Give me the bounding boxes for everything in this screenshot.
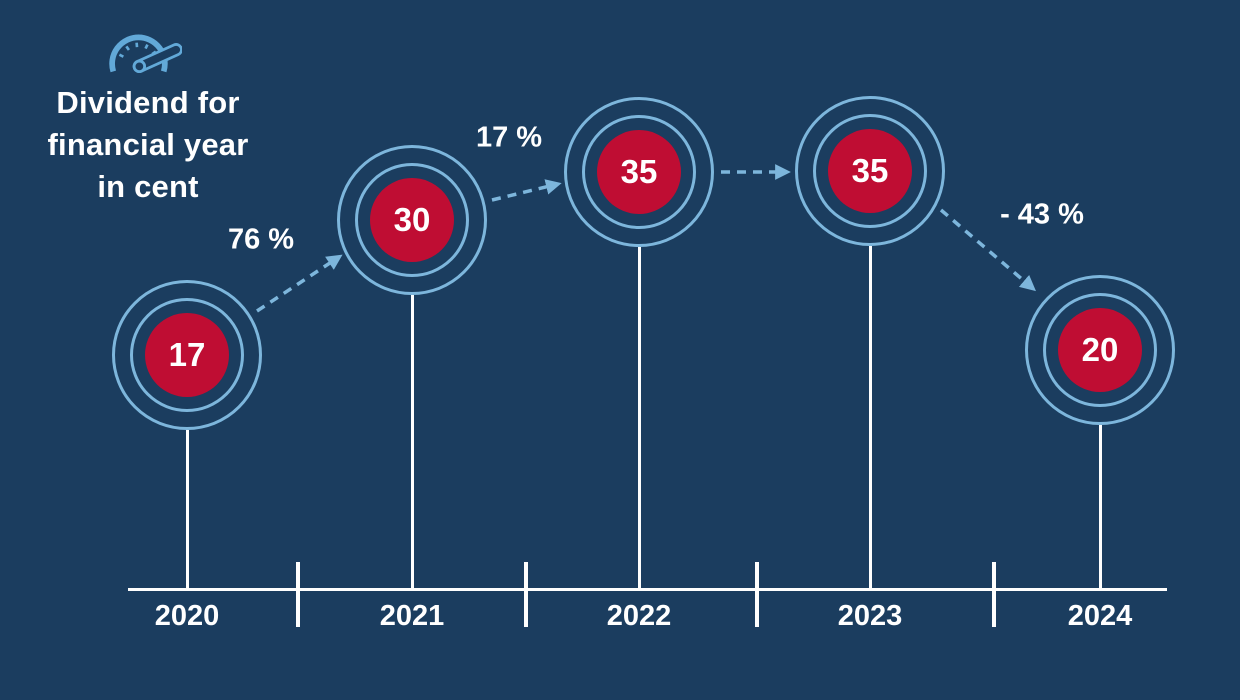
title-line-3: in cent	[97, 169, 199, 204]
stem-2024	[1098, 425, 1102, 590]
dividend-bubble-2020: 17	[112, 280, 262, 430]
change-label-2023-2024: - 43 %	[1000, 198, 1084, 231]
stem-2022	[637, 247, 641, 590]
stem-2021	[410, 295, 414, 590]
year-label-2023: 2023	[837, 600, 903, 632]
bubble-inner-ring: 20	[1043, 293, 1157, 407]
year-label-2022: 2022	[606, 600, 672, 632]
stem-2020	[185, 430, 189, 590]
dividend-bubble-2023: 35	[795, 96, 945, 246]
speedometer-icon	[109, 34, 182, 74]
axis-tick-1	[296, 562, 300, 627]
chart-title: Dividend for financial year in cent	[18, 82, 278, 208]
dividend-value-2022: 35	[597, 130, 681, 214]
dividend-value-2020: 17	[145, 313, 229, 397]
change-arrow-2021-2022	[491, 179, 562, 202]
dividend-bubble-2024: 20	[1025, 275, 1175, 425]
bubble-inner-ring: 35	[582, 115, 696, 229]
title-line-2: financial year	[47, 127, 249, 162]
dividend-bubble-2022: 35	[564, 97, 714, 247]
bubble-inner-ring: 35	[813, 114, 927, 228]
dividend-value-2023: 35	[828, 129, 912, 213]
stem-2023	[868, 246, 872, 590]
change-label-2021-2022: 17 %	[475, 121, 543, 154]
change-arrow-2020-2021	[256, 254, 343, 313]
year-label-2020: 2020	[154, 600, 220, 632]
axis-tick-4	[992, 562, 996, 627]
timeline-axis	[128, 588, 1167, 591]
bubble-inner-ring: 17	[130, 298, 244, 412]
dividend-bubble-2021: 30	[337, 145, 487, 295]
axis-tick-3	[755, 562, 759, 627]
year-label-2021: 2021	[379, 600, 445, 632]
dividend-value-2024: 20	[1058, 308, 1142, 392]
axis-tick-2	[524, 562, 528, 627]
title-line-1: Dividend for	[56, 85, 240, 120]
year-label-2024: 2024	[1067, 600, 1133, 632]
bubble-inner-ring: 30	[355, 163, 469, 277]
change-label-2020-2021: 76 %	[227, 223, 295, 256]
dividend-value-2021: 30	[370, 178, 454, 262]
gauge-pivot	[132, 59, 147, 74]
